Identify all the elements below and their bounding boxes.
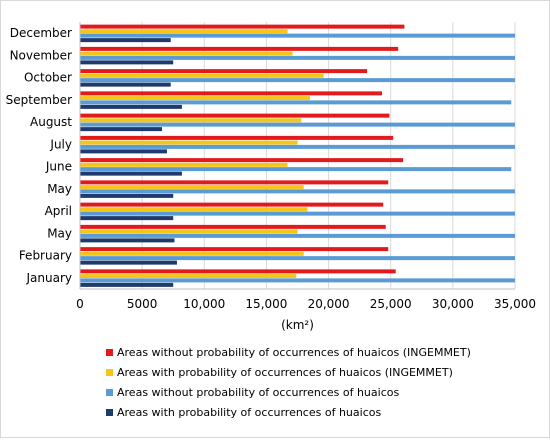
category-label: May [47, 182, 72, 196]
category-label: May [47, 226, 72, 240]
bar [80, 51, 293, 56]
bar [80, 33, 515, 38]
legend-swatch [106, 409, 113, 416]
legend-swatch [106, 389, 113, 396]
bar [80, 256, 515, 261]
category-label: December [10, 26, 72, 40]
bar [80, 60, 174, 65]
bar [80, 82, 171, 87]
bar [80, 140, 298, 145]
bar [80, 158, 404, 163]
legend-swatch [106, 349, 113, 356]
x-tick-label: 35,000 [494, 297, 536, 311]
bar [80, 46, 399, 51]
category-label: September [6, 93, 72, 107]
bar [80, 269, 396, 274]
bar [80, 278, 515, 283]
bar [80, 55, 515, 60]
bar [80, 29, 288, 34]
bar [80, 91, 383, 96]
category-label: April [45, 204, 72, 218]
bar [80, 229, 298, 234]
bar [80, 274, 297, 279]
legend-label: Areas without probability of occurrences… [117, 386, 399, 399]
legend-swatch [106, 369, 113, 376]
bar [80, 189, 515, 194]
legend-label: Areas with probability of occurrences of… [117, 366, 453, 379]
bar [80, 193, 174, 198]
bar [80, 180, 389, 185]
bar [80, 167, 512, 172]
x-tick-label: 20,000 [308, 297, 350, 311]
bar [80, 224, 386, 229]
legend: Areas without probability of occurrences… [106, 346, 471, 419]
bar [80, 127, 163, 132]
bar [80, 162, 288, 167]
bar [80, 144, 515, 149]
axes [79, 22, 515, 290]
bar [80, 207, 308, 212]
x-tick-label: 5000 [127, 297, 158, 311]
x-tick-label: 25,000 [370, 297, 412, 311]
bar [80, 78, 515, 83]
category-label: January [26, 271, 73, 285]
bar [80, 202, 384, 207]
bar [80, 135, 394, 140]
bar [80, 38, 171, 43]
bar [80, 211, 515, 216]
grid-lines [141, 22, 516, 289]
bar [80, 238, 175, 243]
bar [80, 118, 302, 123]
legend-label: Areas without probability of occurrences… [117, 346, 471, 359]
bar [80, 216, 174, 221]
bar [80, 100, 512, 105]
category-label: February [19, 249, 72, 263]
x-tick-labels: 0 5000 10,000 15,000 20,000 25,000 30,000 35,00… [76, 297, 536, 311]
bar [80, 233, 515, 238]
bar [80, 104, 182, 109]
bar [80, 24, 405, 29]
bar [80, 69, 368, 74]
bar [80, 73, 324, 78]
category-label: July [49, 137, 72, 151]
x-tick-label: 0 [76, 297, 84, 311]
x-tick-label: 15,000 [245, 297, 287, 311]
category-label: June [45, 160, 72, 174]
bar [80, 185, 304, 190]
category-label: August [30, 115, 72, 129]
bar [80, 149, 167, 154]
bar [80, 251, 304, 256]
bar [80, 122, 515, 127]
bar [80, 282, 174, 287]
x-tick-label: 10,000 [183, 297, 225, 311]
bar [80, 113, 390, 118]
bars [80, 24, 515, 287]
x-axis-title: (km²) [281, 318, 314, 332]
category-label: November [10, 48, 72, 62]
bar [80, 247, 389, 252]
bar [80, 171, 182, 176]
x-tick-label: 30,000 [432, 297, 474, 311]
bar [80, 260, 177, 265]
category-labels: January February May April May June July August… [6, 26, 73, 285]
bar [80, 96, 310, 101]
legend-label: Areas with probability of occurrences of… [117, 406, 381, 419]
category-label: October [24, 71, 72, 85]
